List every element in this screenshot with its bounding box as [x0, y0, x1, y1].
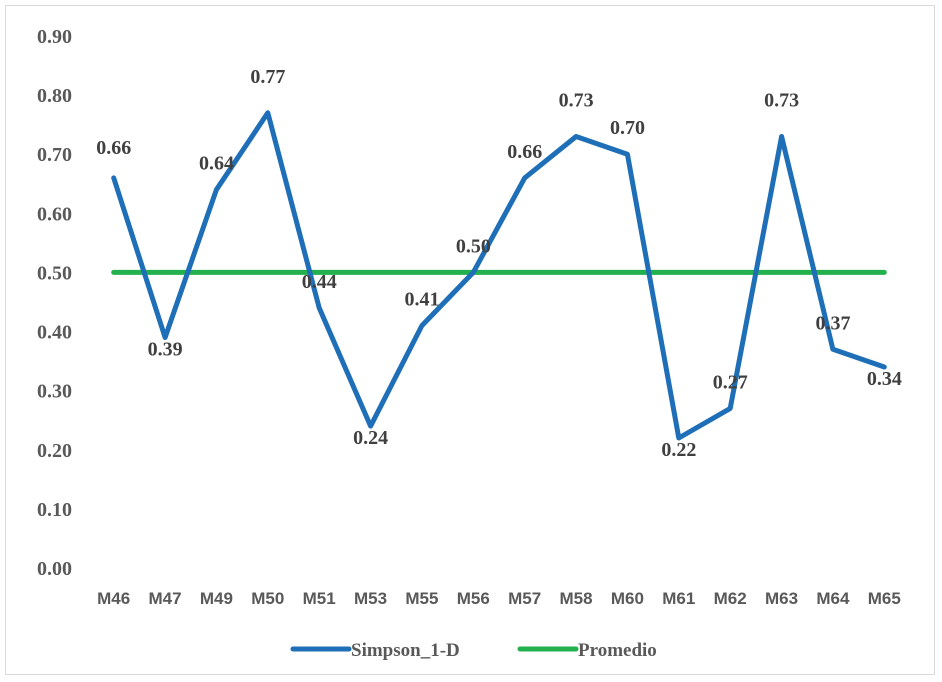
chart-frame [5, 5, 935, 675]
x-tick-label: M53 [354, 589, 387, 608]
series-lines [111, 110, 887, 441]
data-label: 0.66 [507, 141, 542, 163]
y-tick-label: 0.70 [37, 144, 72, 166]
x-axis-ticks: M46 M47 M49 M50 M51 M53 M55 M56 M57 M58 M60 M61 M62 M… [97, 589, 901, 608]
data-label: 0.77 [250, 66, 285, 88]
data-label: 0.34 [867, 368, 902, 390]
x-tick-label: M55 [405, 589, 438, 608]
data-label: 0.44 [302, 271, 337, 293]
x-tick-label: M58 [560, 589, 593, 608]
legend-item-promedio: Promedio [517, 640, 657, 661]
data-label: 0.50 [456, 235, 491, 257]
x-tick-label: M49 [200, 589, 233, 608]
data-label: 0.22 [661, 439, 696, 461]
data-label: 0.66 [96, 137, 131, 159]
y-tick-label: 0.00 [37, 558, 72, 580]
data-label: 0.70 [610, 117, 645, 139]
x-tick-label: M62 [714, 589, 747, 608]
x-tick-label: M46 [97, 589, 130, 608]
data-label: 0.39 [148, 338, 183, 360]
data-label: 0.24 [353, 427, 388, 449]
data-label: 0.73 [559, 89, 594, 111]
x-tick-label: M61 [662, 589, 695, 608]
data-labels: 0.66 0.39 0.64 0.77 0.44 0.24 0.41 0.50 0.66 0.73… [96, 66, 902, 461]
x-tick-label: M56 [457, 589, 490, 608]
legend-label: Promedio [578, 640, 657, 661]
legend-item-simpson: Simpson_1-D [290, 640, 460, 661]
data-label: 0.64 [199, 153, 234, 175]
legend: Simpson_1-D Promedio [290, 640, 657, 661]
y-tick-label: 0.20 [37, 440, 72, 462]
data-label: 0.73 [764, 89, 799, 111]
y-tick-label: 0.90 [37, 26, 72, 48]
x-tick-label: M57 [508, 589, 541, 608]
y-tick-label: 0.10 [37, 499, 72, 521]
x-tick-label: M63 [765, 589, 798, 608]
y-tick-label: 0.30 [37, 381, 72, 403]
y-tick-label: 0.60 [37, 203, 72, 225]
data-label: 0.37 [815, 312, 850, 334]
y-axis-ticks: 0.00 0.10 0.20 0.30 0.40 0.50 0.60 0.70 0.80 0.90 [37, 26, 72, 580]
y-tick-label: 0.40 [37, 322, 72, 344]
data-label: 0.27 [713, 371, 748, 393]
legend-label: Simpson_1-D [351, 640, 460, 661]
x-tick-label: M60 [611, 589, 644, 608]
series-line-simpson [111, 110, 887, 441]
x-tick-label: M65 [868, 589, 901, 608]
x-tick-label: M64 [816, 589, 850, 608]
data-label: 0.41 [404, 289, 439, 311]
x-tick-label: M50 [251, 589, 284, 608]
y-tick-label: 0.80 [37, 85, 72, 107]
x-tick-label: M51 [303, 589, 336, 608]
x-tick-label: M47 [149, 589, 182, 608]
y-tick-label: 0.50 [37, 262, 72, 284]
